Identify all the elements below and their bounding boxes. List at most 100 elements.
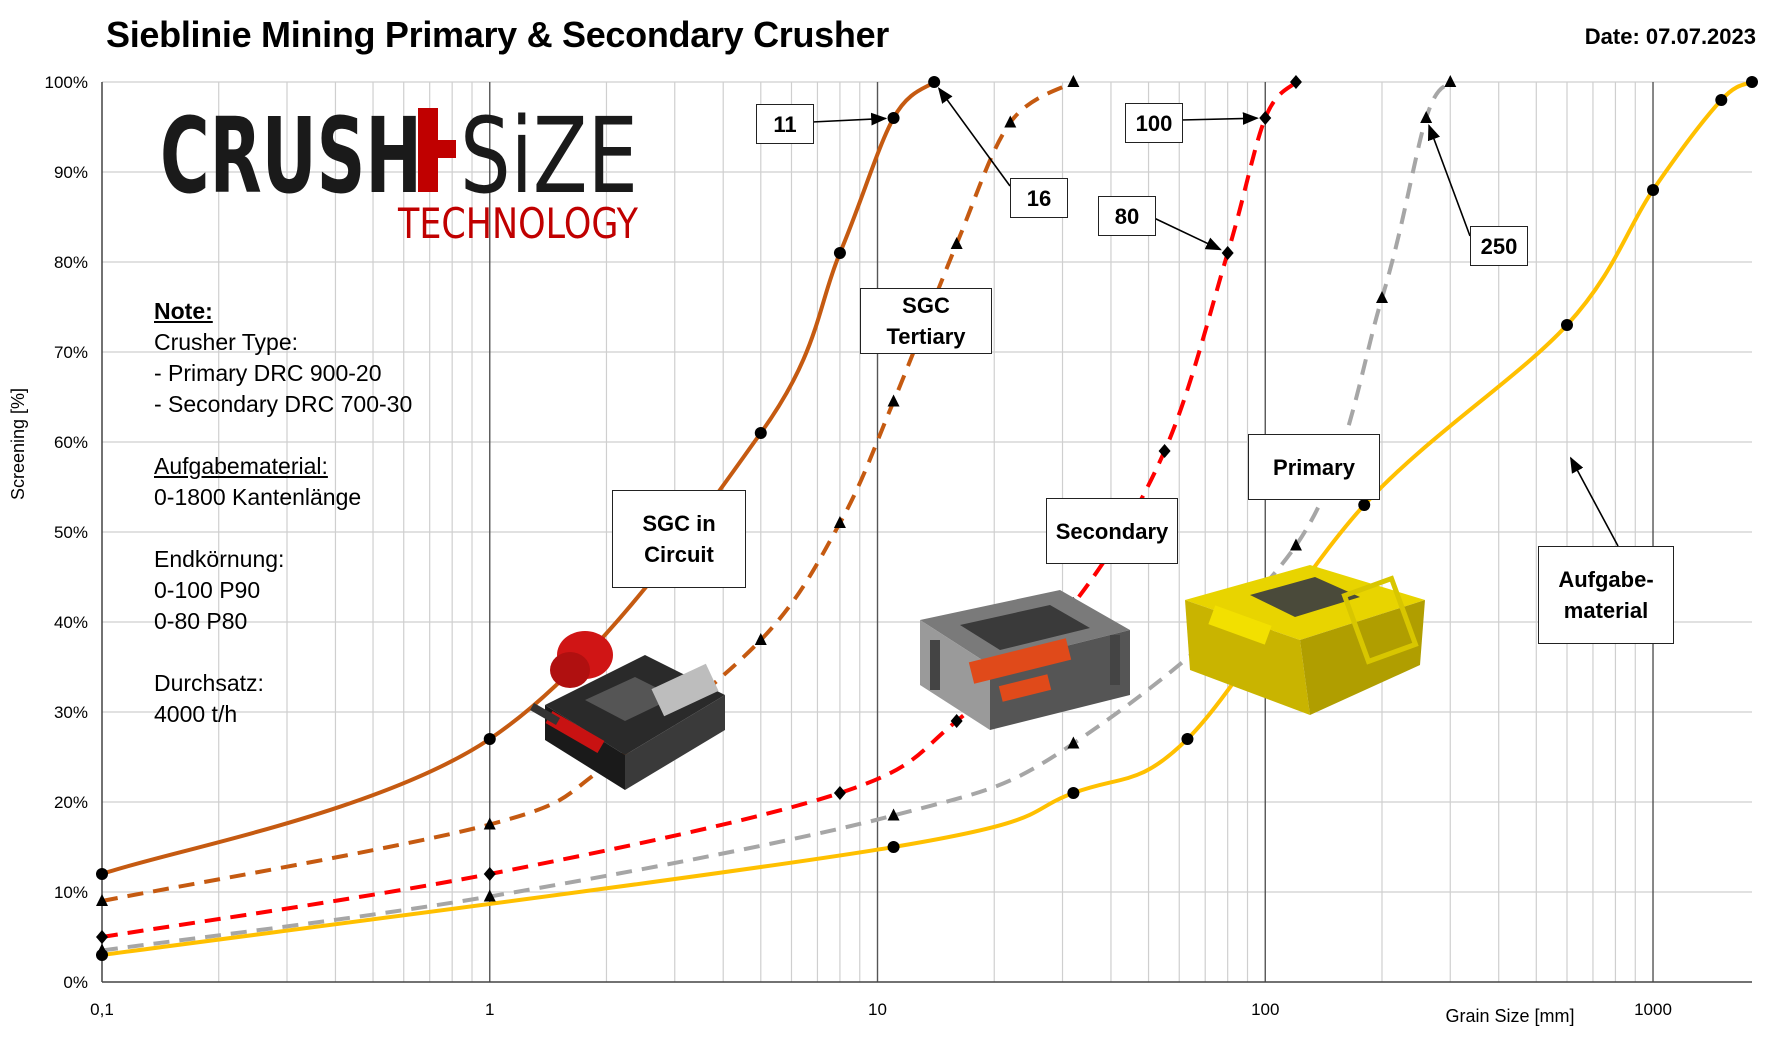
data-point-aufgabematerial bbox=[1067, 787, 1080, 799]
series-line-sgc-tertiary bbox=[101, 80, 1075, 903]
data-point-sgc-tertiary bbox=[96, 894, 108, 906]
label-sgc-tertiary-line1: SGC bbox=[902, 293, 950, 318]
logo-text-left: CRUSH bbox=[160, 100, 422, 217]
data-point-aufgabematerial bbox=[1715, 94, 1728, 106]
data-point-sgc-tertiary bbox=[950, 237, 963, 249]
data-point-aufgabematerial bbox=[1746, 76, 1758, 88]
data-point-secondary bbox=[1158, 444, 1171, 458]
note-throughput-heading: Durchsatz: bbox=[154, 670, 264, 696]
note-feed-heading: Aufgabematerial: bbox=[154, 453, 328, 479]
data-point-primary bbox=[1420, 111, 1433, 123]
label-sgc-in-circuit: SGC in Circuit bbox=[612, 490, 746, 588]
label-sgc-in-circuit-line2: Circuit bbox=[644, 542, 714, 567]
y-tick-label: 100% bbox=[45, 73, 88, 92]
tick-labels: 0% 10% 20% 30% 40% 50% 60% 70% 80% 90% 100% 0,1 1 10 1… bbox=[45, 73, 1672, 1019]
callout-11: 11 bbox=[756, 104, 814, 144]
data-point-sgc-tertiary bbox=[754, 633, 767, 645]
label-aufgabematerial-line1: Aufgabe- bbox=[1558, 567, 1654, 592]
data-point-sgc-in-circuit bbox=[96, 868, 108, 880]
axes bbox=[101, 82, 1752, 983]
label-secondary-text: Secondary bbox=[1055, 518, 1169, 544]
callout-250: 250 bbox=[1470, 226, 1528, 266]
x-tick-label: 0,1 bbox=[90, 1000, 114, 1019]
data-point-sgc-tertiary bbox=[483, 817, 496, 830]
x-tick-label: 10 bbox=[868, 1000, 887, 1019]
data-point-secondary bbox=[96, 930, 108, 944]
data-point-aufgabematerial bbox=[1358, 499, 1371, 511]
arrow-80 bbox=[1153, 217, 1222, 251]
data-point-aufgabematerial bbox=[1560, 319, 1573, 331]
data-point-secondary bbox=[1259, 111, 1272, 125]
y-tick-label: 80% bbox=[54, 253, 88, 272]
y-tick-label: 40% bbox=[54, 613, 88, 632]
data-point-secondary bbox=[1289, 75, 1302, 89]
label-sgc-tertiary-line2: Tertiary bbox=[886, 324, 966, 349]
callout-80: 80 bbox=[1098, 196, 1156, 236]
callout-100-label: 100 bbox=[1135, 110, 1173, 136]
sgc-crusher-image bbox=[530, 631, 725, 790]
major-gridlines bbox=[489, 82, 1654, 982]
data-point-secondary bbox=[950, 714, 963, 728]
label-sgc-in-circuit-line1: SGC in bbox=[642, 511, 716, 536]
y-tick-label: 60% bbox=[54, 433, 88, 452]
label-aufgabematerial-line2: material bbox=[1563, 598, 1649, 623]
callout-16: 16 bbox=[1010, 178, 1068, 218]
data-point-aufgabematerial bbox=[96, 949, 108, 961]
y-tick-label: 30% bbox=[54, 703, 88, 722]
logo-subtitle: TECHNOLOGY bbox=[397, 199, 638, 245]
data-point-aufgabematerial bbox=[1647, 184, 1660, 196]
note-heading: Note: bbox=[154, 298, 213, 324]
note-feed-value: 0-1800 Kantenlänge bbox=[154, 484, 362, 510]
arrow-250 bbox=[1427, 123, 1471, 237]
y-axis-label: Screening [%] bbox=[8, 387, 28, 500]
y-tick-label: 50% bbox=[54, 523, 88, 542]
data-point-sgc-in-circuit bbox=[833, 247, 846, 259]
note-block: Note: Crusher Type: - Primary DRC 900-20… bbox=[154, 296, 412, 730]
logo-text-right: SiZE bbox=[460, 100, 638, 217]
data-point-sgc-tertiary bbox=[833, 516, 846, 528]
data-point-sgc-in-circuit bbox=[928, 76, 941, 88]
y-tick-label: 0% bbox=[63, 973, 88, 992]
y-tick-label: 70% bbox=[54, 343, 88, 362]
arrow-16 bbox=[937, 87, 1011, 187]
series-line-sgc-in-circuit bbox=[101, 80, 936, 876]
y-tick-label: 90% bbox=[54, 163, 88, 182]
x-tick-label: 1 bbox=[485, 1000, 494, 1019]
note-primary: - Primary DRC 900-20 bbox=[154, 360, 382, 386]
callout-250-label: 250 bbox=[1480, 233, 1518, 259]
data-point-secondary bbox=[833, 786, 846, 800]
y-tick-label: 10% bbox=[54, 883, 88, 902]
minor-gridlines bbox=[102, 81, 1752, 982]
data-point-aufgabematerial bbox=[1181, 733, 1194, 745]
data-point-sgc-in-circuit bbox=[483, 733, 496, 745]
y-tick-label: 20% bbox=[54, 793, 88, 812]
x-tick-label: 1000 bbox=[1634, 1000, 1672, 1019]
crushsize-logo: CRUSH SiZE TECHNOLOGY bbox=[160, 100, 638, 245]
data-point-primary bbox=[887, 808, 900, 821]
callout-16-label: 16 bbox=[1026, 185, 1052, 211]
label-aufgabematerial: Aufgabe- material bbox=[1538, 546, 1674, 644]
arrow-11 bbox=[811, 112, 888, 126]
note-final-p90: 0-100 P90 bbox=[154, 577, 261, 603]
data-point-primary bbox=[1444, 75, 1457, 87]
note-final-heading: Endkörnung: bbox=[154, 546, 285, 572]
note-final-p80: 0-80 P80 bbox=[154, 608, 248, 634]
label-primary-text: Primary bbox=[1273, 454, 1355, 480]
data-point-sgc-in-circuit bbox=[887, 112, 900, 124]
callout-arrows bbox=[811, 87, 1619, 547]
chart-title: Sieblinie Mining Primary & Secondary Cru… bbox=[106, 14, 890, 55]
note-crusher-type: Crusher Type: bbox=[154, 329, 299, 355]
data-point-secondary bbox=[1221, 246, 1234, 260]
data-point-sgc-tertiary bbox=[1067, 75, 1080, 87]
data-point-primary bbox=[1375, 291, 1388, 303]
label-primary: Primary bbox=[1248, 434, 1380, 500]
x-tick-label: 100 bbox=[1251, 1000, 1279, 1019]
data-point-primary bbox=[1289, 538, 1302, 551]
data-point-sgc-tertiary bbox=[1004, 115, 1017, 128]
label-sgc-tertiary: SGC Tertiary bbox=[860, 288, 992, 354]
data-point-sgc-tertiary bbox=[887, 394, 900, 407]
x-axis-label: Grain Size [mm] bbox=[1445, 1006, 1574, 1026]
data-point-aufgabematerial bbox=[887, 841, 900, 853]
secondary-crusher-image bbox=[920, 590, 1130, 730]
arrow-100 bbox=[1180, 112, 1259, 125]
